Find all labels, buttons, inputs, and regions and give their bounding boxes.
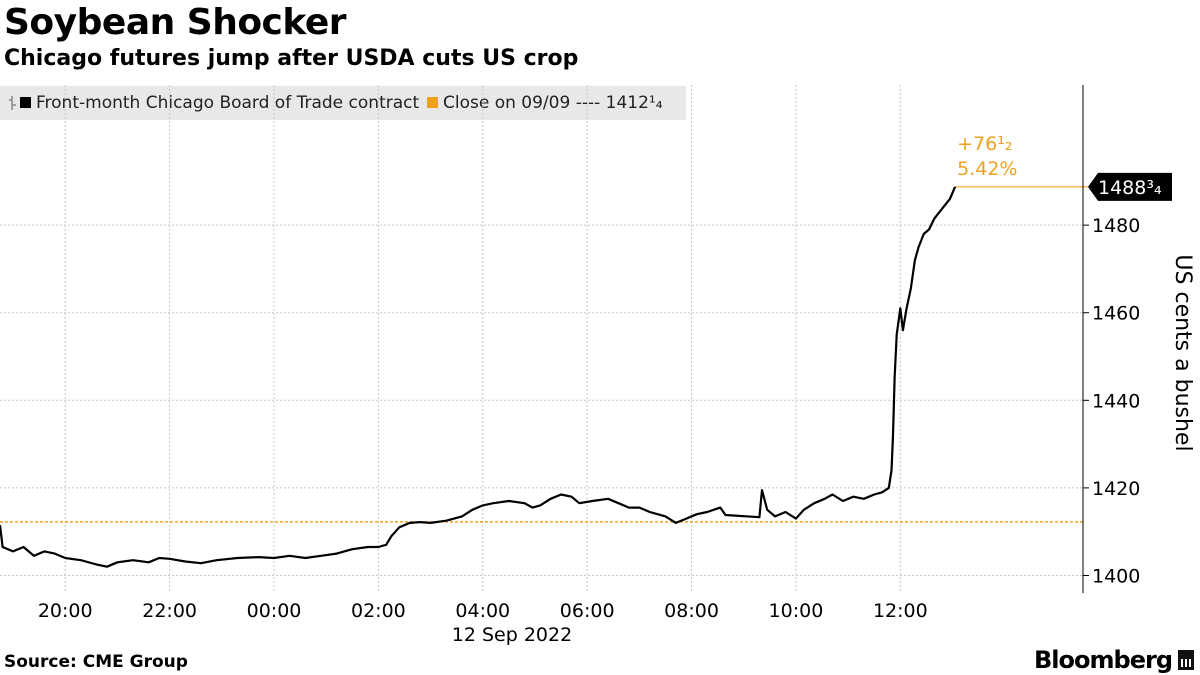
change-label: +76¹₂ [957,133,1012,155]
y-axis-label: US cents a bushel [1170,254,1195,451]
legend-series-label: Front-month Chicago Board of Trade contr… [36,93,420,113]
x-axis-ticks: 20:00 22:00 00:00 02:00 04:00 06:00 08:00 10:00… [38,600,928,622]
grid [0,85,1083,593]
x-tick-label: 20:00 [38,600,93,622]
legend: Front-month Chicago Board of Trade contr… [0,86,686,120]
change-pct-label: 5.42% [957,158,1017,180]
legend-close-label: Close on 09/09 ---- 1412¹₄ [443,93,663,113]
x-tick-label: 02:00 [351,600,406,622]
legend-item-series: Front-month Chicago Board of Trade contr… [20,93,419,113]
last-value-tag: 1488³₄ [1088,172,1172,201]
last-value-tag-shape [1088,172,1172,201]
x-tick-label: 00:00 [247,600,302,622]
price-series-line [0,186,957,568]
y-tick-label: 1420 [1092,478,1140,500]
chart-title: Soybean Shocker [4,2,347,43]
x-tick-label: 12:00 [873,600,928,622]
y-tick-label: 1460 [1092,303,1140,325]
last-value-label: 1488³₄ [1098,177,1162,199]
legend-series-swatch [20,97,31,108]
x-tick-label: 04:00 [455,600,510,622]
x-tick-label: 22:00 [142,600,197,622]
legend-close-swatch [427,97,438,108]
ohlc-legend-icon [9,96,16,110]
chart-subtitle: Chicago futures jump after USDA cuts US … [4,46,579,71]
legend-item-close: Close on 09/09 ---- 1412¹₄ [427,93,663,113]
terminal-icon [1178,650,1194,670]
y-tick-label: 1440 [1092,390,1140,412]
x-tick-label: 06:00 [560,600,615,622]
brand-name: Bloomberg [1034,646,1173,674]
y-tick-label: 1400 [1092,565,1140,587]
source-note: Source: CME Group [4,652,188,672]
y-tick-label: 1480 [1092,215,1140,237]
brand-logo: Bloomberg [1034,646,1194,674]
reference-line-layer [0,186,1090,523]
y-axis-ticks: 1400 1420 1440 1460 1480 [1083,215,1140,587]
series-layer [0,186,957,568]
x-axis-label: 12 Sep 2022 [452,624,572,646]
x-tick-label: 10:00 [769,600,824,622]
x-tick-label: 08:00 [664,600,719,622]
